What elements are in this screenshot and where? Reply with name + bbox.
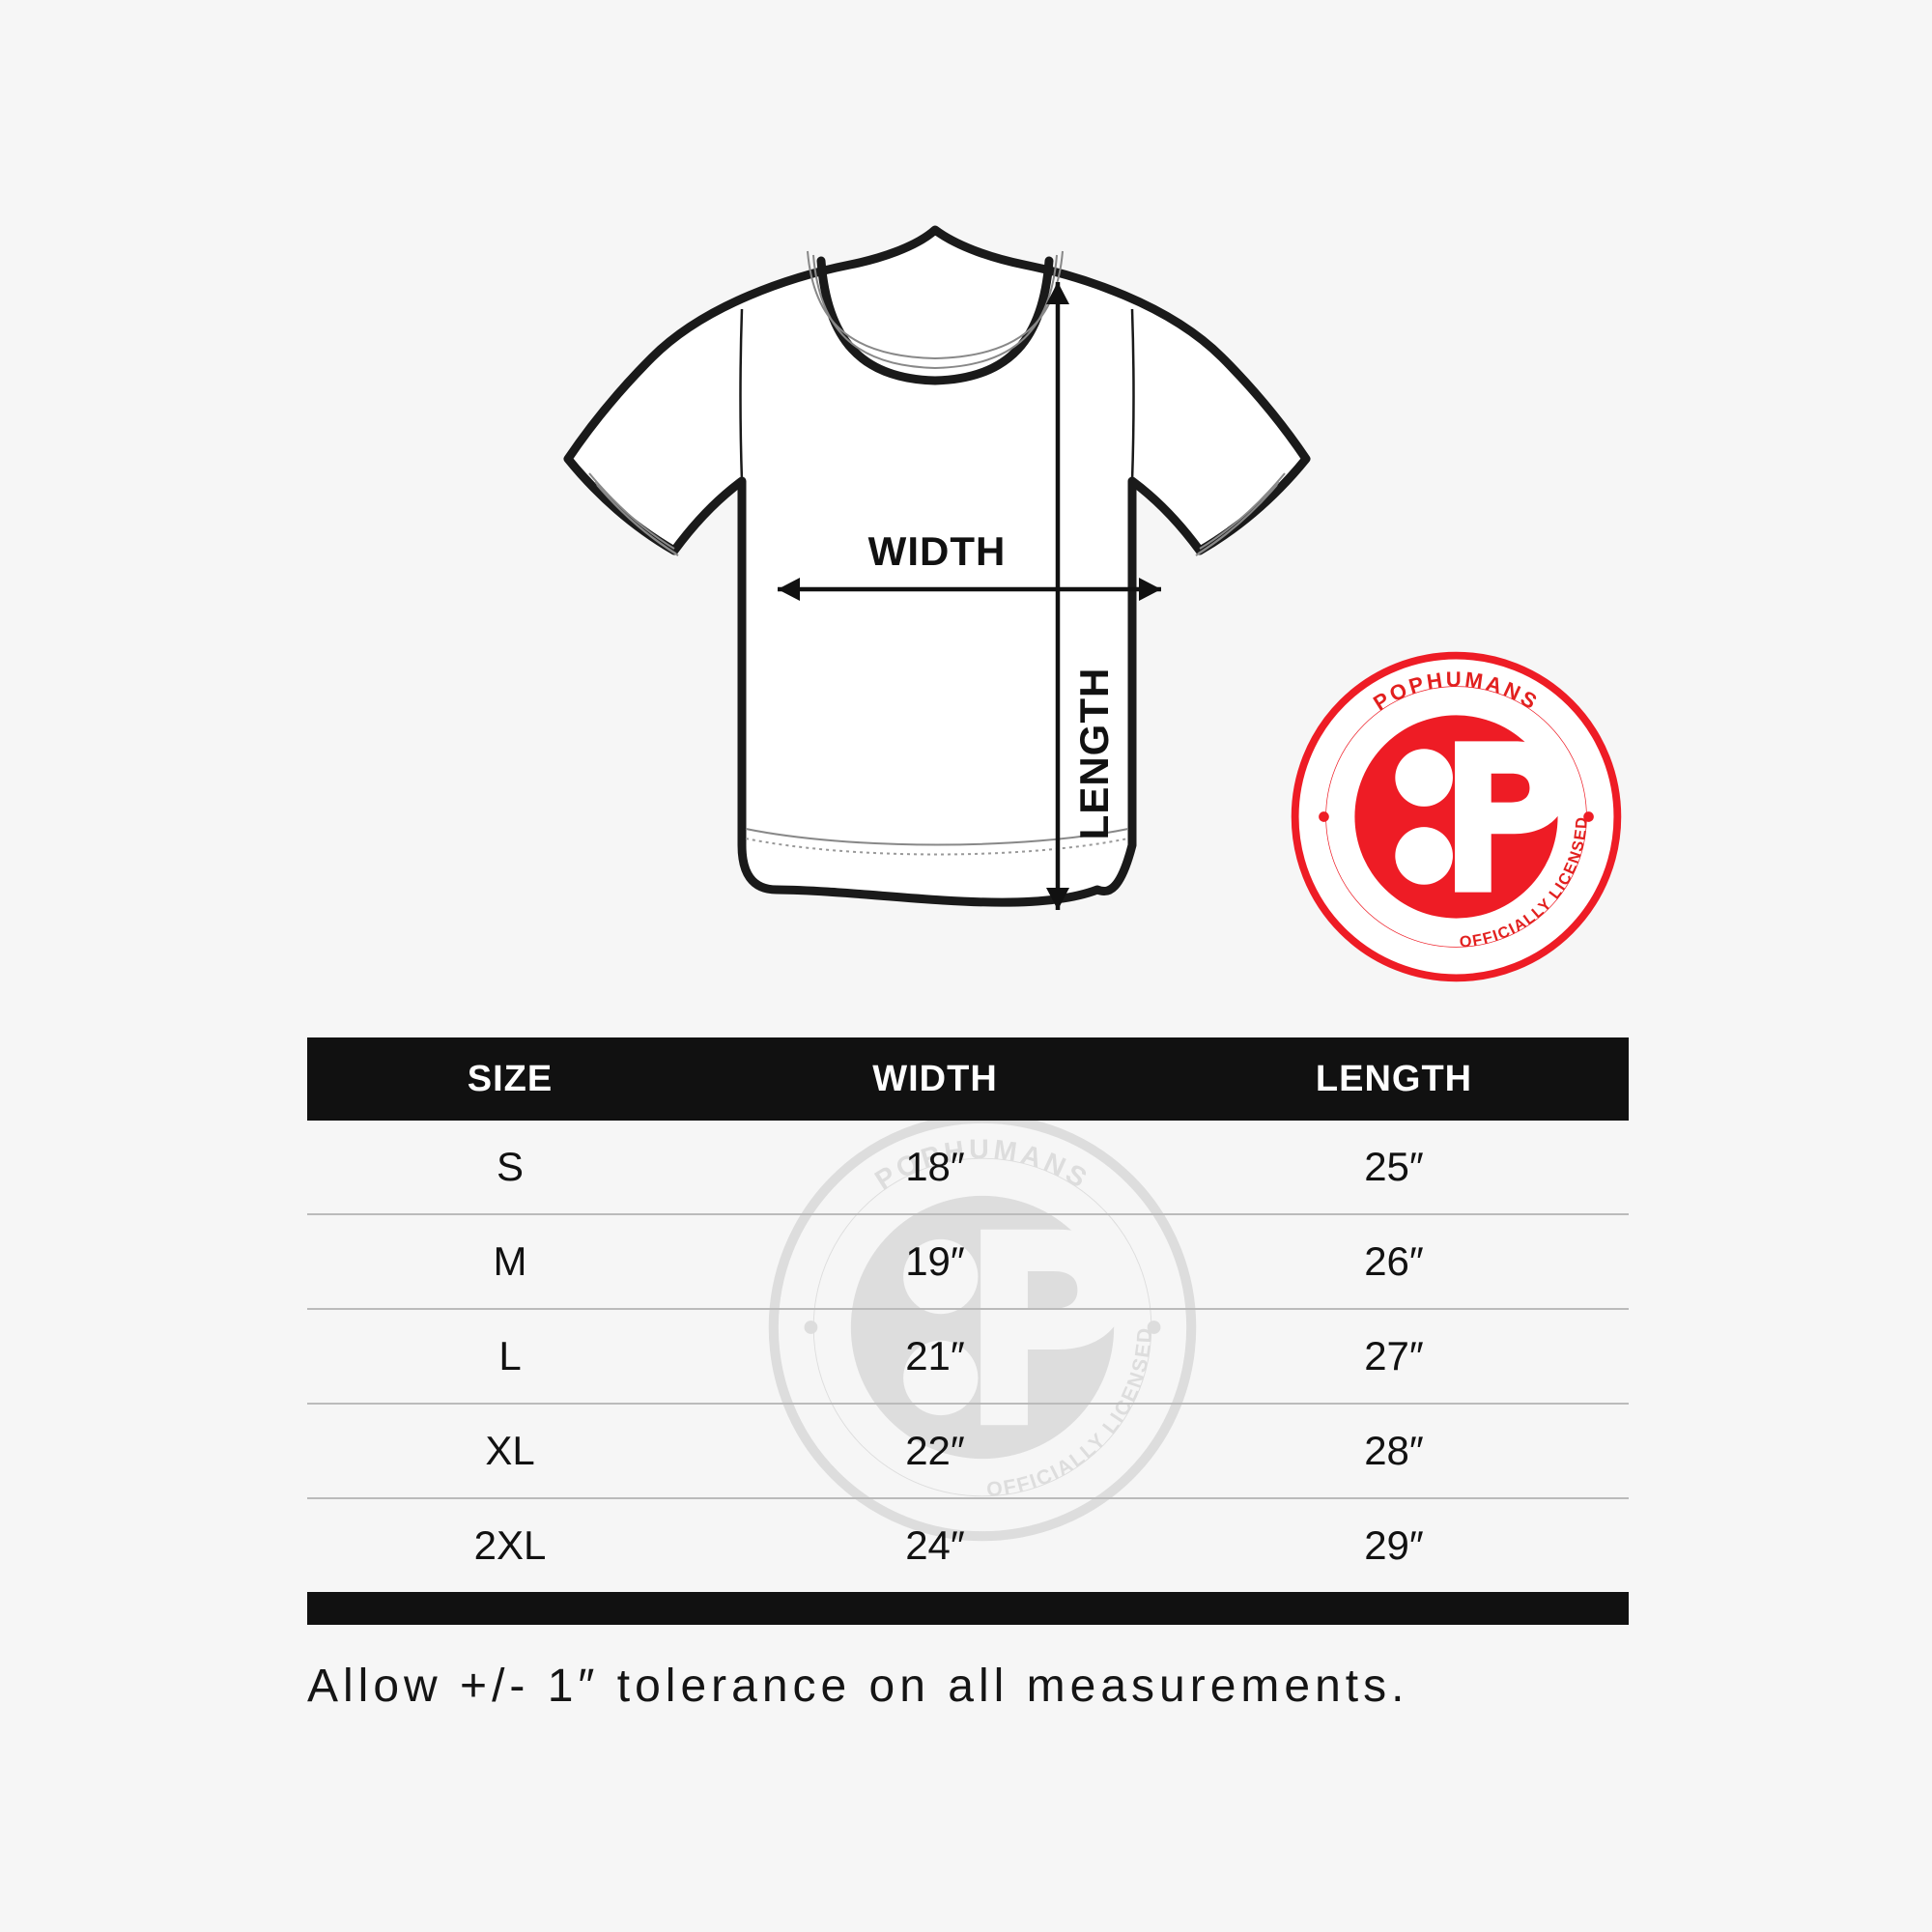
svg-text:LENGTH: LENGTH [1071, 668, 1117, 840]
svg-text:WIDTH: WIDTH [868, 528, 1007, 574]
